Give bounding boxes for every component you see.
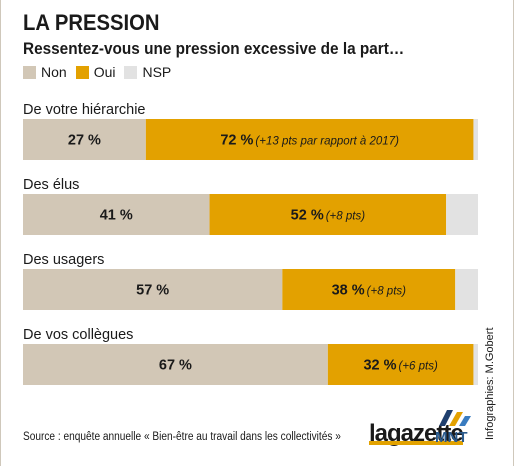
bar-nsp bbox=[446, 194, 478, 235]
bar-oui bbox=[282, 269, 456, 310]
bar-oui bbox=[209, 194, 447, 235]
bar-nsp bbox=[473, 344, 478, 385]
chart-subtitle: Ressentez-vous une pression excessive de… bbox=[23, 40, 405, 58]
source-note: Source : enquête annuelle « Bien-être au… bbox=[23, 431, 341, 443]
data-label: 52 % (+8 pts) bbox=[291, 208, 366, 224]
category-label: Des élus bbox=[23, 177, 79, 193]
mnt-logo-icon bbox=[439, 410, 471, 426]
legend: Non Oui NSP bbox=[23, 64, 180, 80]
infographic-credit: Infographies: M.Gobert bbox=[484, 327, 496, 440]
data-label: 57 % bbox=[136, 283, 169, 299]
mnt-logo-text: MNT bbox=[435, 429, 468, 446]
bar-oui bbox=[327, 344, 474, 385]
legend-item-non: Non bbox=[23, 64, 67, 80]
bar-non bbox=[23, 119, 146, 160]
legend-swatch-non bbox=[23, 65, 36, 79]
data-label: 38 % (+8 pts) bbox=[332, 283, 407, 299]
legend-item-nsp: NSP bbox=[124, 64, 171, 80]
bar-nsp bbox=[455, 269, 478, 310]
data-label: 67 % bbox=[159, 358, 192, 374]
chart-title: LA PRESSION bbox=[23, 10, 160, 35]
legend-label-non: Non bbox=[41, 64, 67, 80]
bar-non bbox=[23, 344, 328, 385]
mnt-logo: MNT bbox=[433, 404, 477, 448]
gazette-logo: lagazette bbox=[369, 420, 464, 448]
legend-swatch-nsp bbox=[124, 65, 138, 79]
legend-label-oui: Oui bbox=[93, 64, 116, 80]
legend-item-oui: Oui bbox=[75, 64, 116, 80]
stacked-bar-chart: De votre hiérarchie 27 % 72 % (+13 pts par … bbox=[23, 102, 478, 385]
bar-oui bbox=[145, 119, 474, 160]
bar-nsp bbox=[473, 119, 478, 160]
data-label: 41 % bbox=[100, 208, 133, 224]
legend-swatch-oui bbox=[75, 65, 89, 79]
category-label: Des usagers bbox=[23, 252, 104, 268]
data-label: 27 % bbox=[68, 133, 101, 149]
data-label: 32 % (+6 pts) bbox=[363, 358, 438, 374]
bar-non bbox=[23, 269, 283, 310]
bar-non bbox=[23, 194, 210, 235]
legend-label-nsp: NSP bbox=[142, 64, 172, 80]
data-label: 72 % (+13 pts par rapport à 2017) bbox=[220, 133, 399, 149]
category-label: De votre hiérarchie bbox=[23, 102, 146, 118]
category-label: De vos collègues bbox=[23, 327, 133, 343]
